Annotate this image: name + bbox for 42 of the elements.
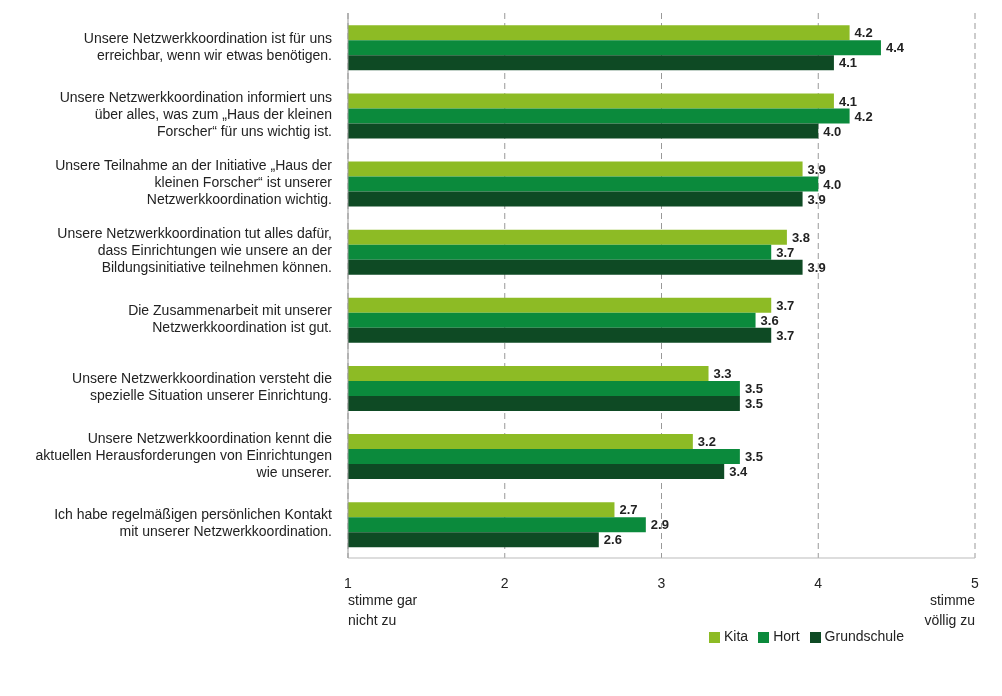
data-label: 3.9: [807, 191, 826, 207]
data-label: 4.2: [854, 25, 873, 41]
data-label: 3.9: [807, 161, 826, 177]
y-tick-label: Unsere Netzwerkkoordination ist für uns erreichbar, wenn wir etwas benötigen.: [83, 29, 332, 63]
data-label: 3.2: [697, 434, 716, 450]
data-label: 3.7: [776, 244, 795, 260]
data-label: 3.5: [744, 396, 763, 411]
data-label: 4.1: [838, 55, 857, 71]
x-tick-label: 3: [657, 574, 666, 591]
y-tick-label: Ich habe regelmäßigen persönlichen Kontakt mit unserer Netzwerkkoordination.: [54, 506, 333, 540]
y-tick-label: Unsere Netzwerkkoordination tut alles dafür, dass Einrichtungen wie unsere an der Bildungsinitiative teilnehmen können.: [57, 225, 333, 276]
data-label: 3.9: [807, 259, 826, 275]
data-label: 3.4: [729, 464, 749, 480]
y-tick-label: Unsere Netzwerkkoordination kennt die aktuellen Herausforderungen von Einrichtungen wie unserer.: [35, 429, 333, 480]
data-label: 3.7: [776, 297, 795, 313]
text: stimme völlig zu: [924, 592, 975, 628]
data-label: 2.6: [603, 532, 622, 548]
y-tick-label: Die Zusammenarbeit mit unserer Netzwerkkoordination ist gut.: [128, 301, 333, 335]
legend-label: Kita: [724, 628, 749, 644]
data-label: 3.7: [776, 327, 795, 343]
data-label: 4.0: [823, 176, 842, 192]
y-tick-label: Unsere Netzwerkkoordination informiert uns über alles, was zum „Haus der kleinen Forscher“ für uns wichtig ist.: [59, 88, 332, 139]
legend-label: Grundschule: [824, 628, 904, 644]
x-tick-label: 1: [344, 574, 353, 591]
data-label: 4.4: [885, 40, 905, 56]
data-label: 3.6: [760, 312, 779, 328]
data-label: 4.2: [854, 108, 873, 124]
data-label: 3.5: [744, 381, 763, 396]
x-tick-label: 5: [971, 574, 980, 591]
data-label: 3.3: [713, 366, 732, 381]
data-label: 4.1: [838, 93, 857, 109]
data-label: 4.0: [823, 123, 842, 139]
legend-label: Hort: [773, 628, 800, 644]
data-label: 3.8: [791, 229, 810, 245]
y-tick-label: Unsere Netzwerkkoordination versteht die spezielle Situation unserer Einrichtung.: [72, 369, 333, 403]
y-tick-label: Unsere Teilnahme an der Initiative „Haus der kleinen Forscher“ ist unserer Netzwerkkoordination wichtig.: [55, 157, 333, 208]
data-label: 2.9: [650, 517, 669, 533]
x-tick-label: 2: [500, 574, 509, 591]
data-label: 3.5: [744, 449, 763, 465]
data-label: 2.7: [619, 502, 638, 518]
x-tick-label: 4: [814, 574, 823, 591]
text: stimme gar nicht zu: [348, 591, 419, 630]
